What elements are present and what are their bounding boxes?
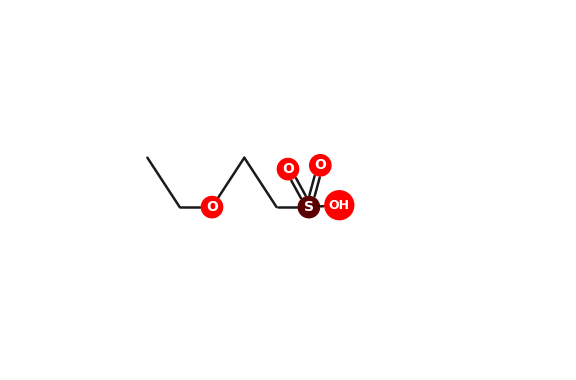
Text: O: O bbox=[314, 158, 326, 172]
Text: O: O bbox=[206, 200, 218, 214]
Circle shape bbox=[278, 158, 298, 180]
Text: OH: OH bbox=[329, 199, 350, 212]
Text: O: O bbox=[282, 162, 294, 176]
Circle shape bbox=[310, 155, 331, 176]
Circle shape bbox=[298, 196, 320, 218]
Text: S: S bbox=[304, 200, 314, 214]
Circle shape bbox=[325, 191, 354, 220]
Circle shape bbox=[202, 196, 223, 218]
